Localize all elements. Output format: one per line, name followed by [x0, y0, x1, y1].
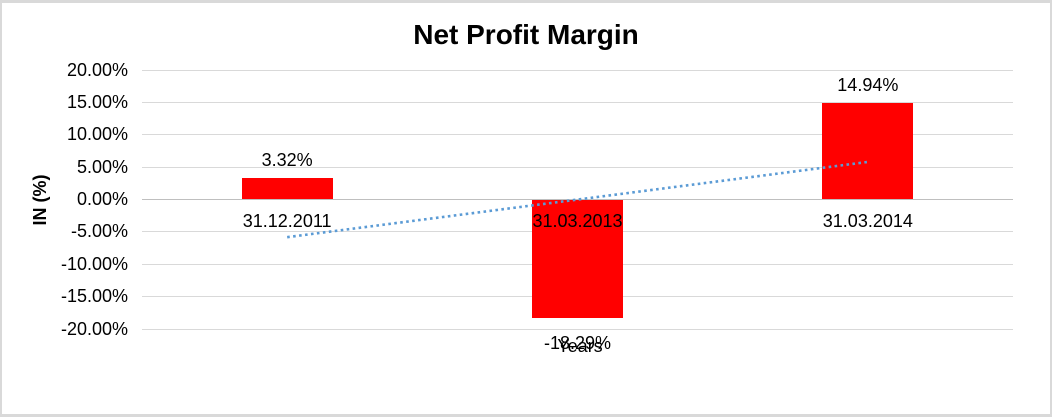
y-tick-label: 20.00%	[66, 59, 128, 80]
y-tick-label: 0.00%	[76, 189, 128, 209]
category-label: 31.03.2013	[532, 211, 623, 231]
bar	[822, 102, 914, 200]
category-label: 31.12.2011	[242, 211, 332, 231]
gridline	[142, 134, 1013, 136]
chart-title: Net Profit Margin	[413, 19, 639, 50]
y-tick-label: 15.00%	[66, 91, 128, 112]
gridline	[142, 69, 1013, 71]
y-tick-label: -20.00%	[60, 318, 128, 339]
y-tick-label: -10.00%	[60, 253, 128, 274]
y-tick-label: 5.00%	[76, 156, 128, 177]
gridline	[142, 101, 1013, 103]
data-label: 14.94%	[837, 74, 899, 95]
y-tick-label: 10.00%	[66, 124, 128, 145]
data-label: 3.32%	[261, 150, 313, 170]
category-label: 31.03.2014	[822, 211, 913, 231]
data-label: -18.29%	[543, 332, 612, 353]
y-tick-label: -15.00%	[60, 286, 128, 307]
gridline	[142, 328, 1013, 330]
x-axis-title: Years	[557, 336, 603, 356]
bar	[241, 178, 333, 200]
y-tick-label: -5.00%	[70, 221, 128, 242]
